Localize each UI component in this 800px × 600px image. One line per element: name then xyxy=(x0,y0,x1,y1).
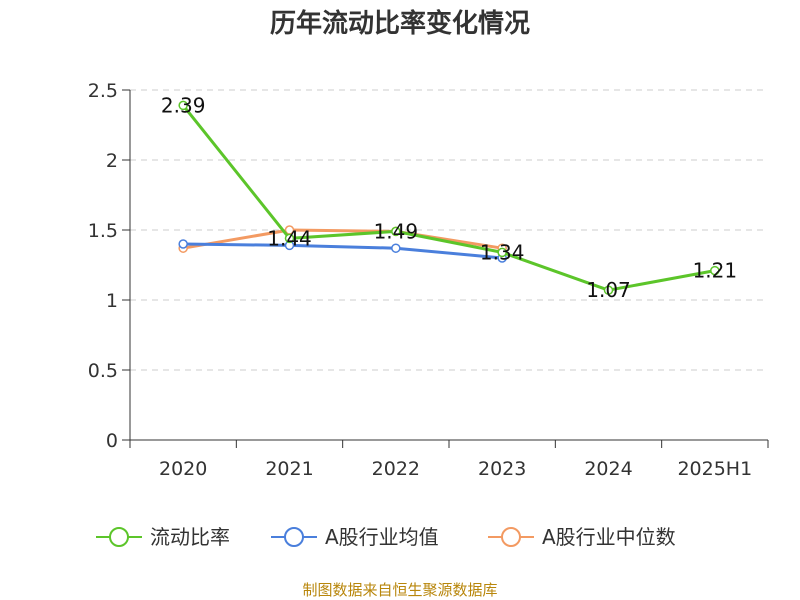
source-note: 制图数据来自恒生聚源数据库 xyxy=(302,581,497,599)
data-label: 1.44 xyxy=(267,226,312,250)
x-tick-label: 2024 xyxy=(584,458,632,480)
y-tick-label: 0.5 xyxy=(88,360,118,382)
y-tick-label: 1.5 xyxy=(88,220,118,242)
series-line xyxy=(181,104,716,292)
legend-marker xyxy=(501,527,521,547)
legend-label: A股行业中位数 xyxy=(542,525,676,549)
y-tick-label: 0 xyxy=(106,430,118,452)
data-point xyxy=(178,100,188,111)
series-line xyxy=(182,228,503,250)
legend: 流动比率 A股行业均值 A股行业中位数 xyxy=(96,525,676,549)
y-tick-label: 1 xyxy=(106,290,118,312)
legend-label: A股行业均值 xyxy=(325,525,439,549)
legend-marker xyxy=(109,527,129,547)
data-point xyxy=(391,243,401,253)
grid-lines xyxy=(130,89,768,371)
data-label: 1.49 xyxy=(374,219,419,243)
data-point xyxy=(391,226,401,237)
data-point xyxy=(178,239,188,249)
x-tick-label: 2022 xyxy=(372,458,420,480)
data-point xyxy=(284,233,295,244)
data-point xyxy=(710,265,720,276)
x-tick-label: 2020 xyxy=(159,458,207,480)
x-tick-label: 2021 xyxy=(265,458,313,480)
data-labels: 2.39 1.44 1.49 1.34 1.07 1.21 xyxy=(161,93,737,302)
chart-title: 历年流动比率变化情况 xyxy=(270,8,530,39)
data-label: 1.34 xyxy=(480,240,525,264)
series-layer xyxy=(178,100,720,295)
axes: 0 0.5 1 1.5 2 2.5 2020 2021 2022 2023 2024 2025H1 xyxy=(88,80,769,480)
x-tick-label: 2023 xyxy=(478,458,526,480)
data-label: 1.07 xyxy=(586,278,631,302)
y-tick-label: 2 xyxy=(106,150,118,172)
series-line xyxy=(183,242,503,260)
data-label: 1.21 xyxy=(693,259,738,283)
data-label: 2.39 xyxy=(161,93,206,117)
data-point xyxy=(603,285,614,295)
legend-marker xyxy=(284,527,304,547)
data-point xyxy=(497,247,507,258)
y-tick-label: 2.5 xyxy=(88,80,118,102)
x-tick-label: 2025H1 xyxy=(677,458,752,480)
legend-label: 流动比率 xyxy=(150,525,230,549)
